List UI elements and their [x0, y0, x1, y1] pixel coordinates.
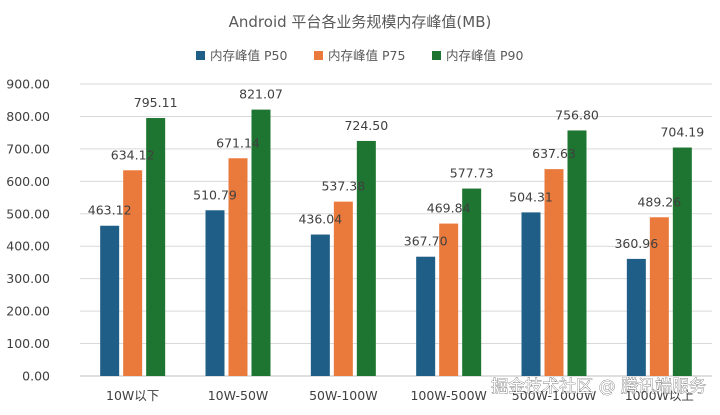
bar: [521, 212, 541, 376]
y-tick-label: 700.00: [6, 141, 50, 156]
data-label: 756.80: [555, 107, 599, 122]
x-tick-label: 50W-100W: [309, 388, 378, 403]
data-label: 367.70: [404, 234, 448, 249]
y-axis: 0.00 100.00 200.00 300.00 400.00 500.00 600.00…: [6, 77, 50, 384]
bar: [462, 188, 482, 376]
y-tick-label: 400.00: [6, 239, 50, 254]
data-labels: 463.12 634.12 795.11 510.79 671.14 821.07 436.…: [88, 87, 704, 251]
bar: [205, 210, 225, 376]
watermark-text: 掘金技术社区 @ 腾讯端服务: [491, 377, 706, 397]
x-axis: 10W以下 10W-50W 50W-100W 100W-500W 500W-1000W 1…: [106, 388, 694, 403]
bar: [356, 140, 376, 376]
data-label: 634.12: [111, 147, 155, 162]
data-label: 489.26: [637, 194, 681, 209]
data-label: 821.07: [239, 87, 283, 102]
data-label: 504.31: [509, 189, 553, 204]
bar: [228, 158, 248, 376]
y-tick-label: 500.00: [6, 206, 50, 221]
legend-swatch: [196, 51, 205, 60]
data-label: 463.12: [88, 203, 132, 218]
data-label: 795.11: [134, 95, 178, 110]
legend-label: 内存峰值 P75: [328, 48, 405, 63]
legend: 内存峰值 P50 内存峰值 P75 内存峰值 P90: [196, 48, 523, 63]
bar: [567, 130, 587, 376]
y-tick-label: 0.00: [22, 369, 50, 384]
data-label: 360.96: [614, 236, 658, 251]
bar: [146, 118, 166, 376]
x-tick-label: 100W-500W: [410, 388, 486, 403]
y-tick-label: 900.00: [6, 77, 50, 92]
bar: [251, 109, 271, 376]
legend-label: 内存峰值 P50: [210, 48, 287, 63]
gridlines: [80, 83, 712, 377]
chart-title: Android 平台各业务规模内存峰值(MB): [229, 13, 492, 31]
data-label: 510.79: [193, 187, 237, 202]
bars: [100, 109, 692, 376]
bar: [626, 258, 646, 376]
y-tick-label: 300.00: [6, 271, 50, 286]
bar: [649, 217, 669, 376]
x-tick-label: 1000W以上: [625, 388, 694, 403]
bar: [123, 170, 143, 376]
bar: [672, 147, 692, 376]
bar: [100, 225, 120, 376]
bar: [416, 256, 436, 376]
y-tick-label: 100.00: [6, 336, 50, 351]
legend-swatch: [432, 51, 441, 60]
data-label: 704.19: [660, 125, 704, 140]
bar: [333, 201, 353, 376]
data-label: 577.73: [450, 166, 494, 181]
data-label: 637.63: [532, 146, 576, 161]
y-tick-label: 600.00: [6, 174, 50, 189]
legend-label: 内存峰值 P90: [446, 48, 523, 63]
bar: [544, 169, 564, 376]
data-label: 671.14: [216, 135, 260, 150]
data-label: 724.50: [344, 118, 388, 133]
legend-swatch: [314, 51, 323, 60]
x-tick-label: 10W以下: [106, 388, 159, 403]
y-tick-label: 800.00: [6, 109, 50, 124]
x-tick-label: 10W-50W: [208, 388, 269, 403]
x-tick-label: 500W-1000W: [512, 388, 596, 403]
data-label: 537.38: [321, 179, 365, 194]
data-label: 436.04: [298, 212, 342, 227]
y-tick-label: 200.00: [6, 304, 50, 319]
bar: [310, 234, 330, 376]
data-label: 469.84: [427, 201, 471, 216]
bar: [439, 223, 459, 376]
